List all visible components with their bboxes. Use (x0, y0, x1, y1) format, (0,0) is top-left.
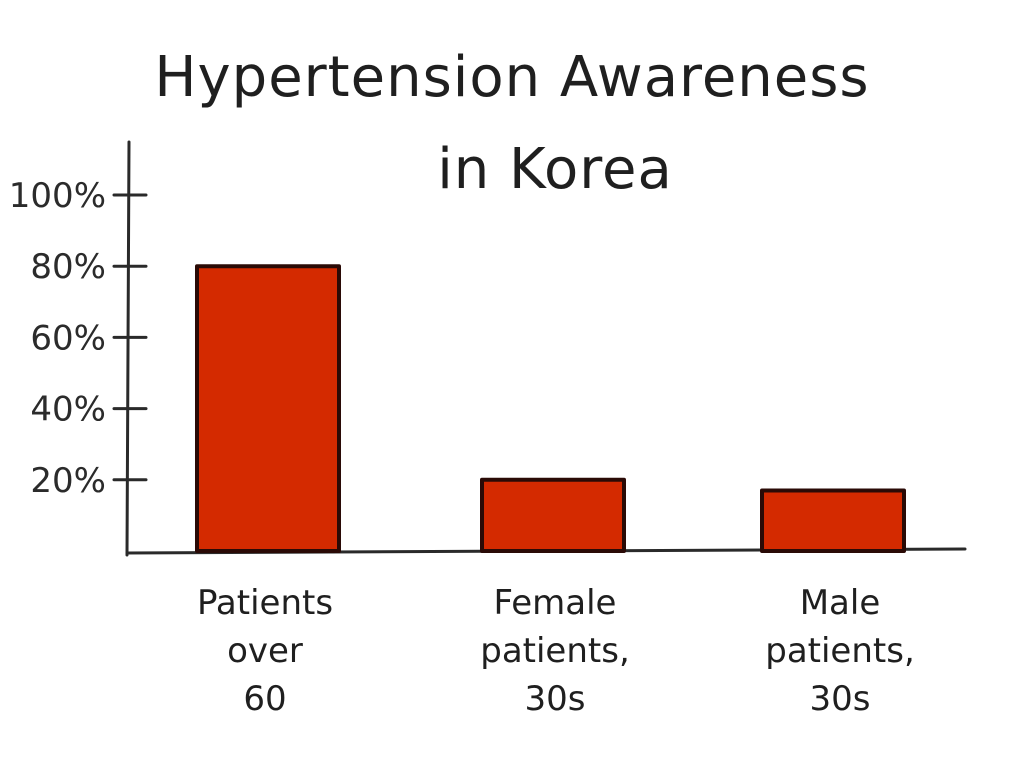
x-category-label-line: patients, (480, 631, 630, 671)
chart-title-line-2: in Korea (437, 137, 673, 202)
chart-title-line-1: Hypertension Awareness (154, 45, 869, 110)
x-category-label: Patients over 60 (197, 583, 333, 719)
x-category-label-line: patients, (765, 631, 915, 671)
x-category-label: Male patients, 30s (765, 583, 915, 719)
x-category-label: Female patients, 30s (480, 583, 630, 719)
x-category-label-line: 60 (243, 679, 286, 719)
x-category-label-line: over (227, 631, 303, 671)
x-category-label-line: Male (800, 583, 881, 623)
y-tick-label: 100% (9, 176, 106, 216)
y-tick-label: 20% (30, 461, 106, 501)
x-category-label-line: 30s (525, 679, 586, 719)
y-tick-label: 80% (30, 247, 106, 287)
bar (480, 477, 626, 553)
x-category-label-line: Patients (197, 583, 333, 623)
chart-title: Hypertension Awareness in Korea (154, 45, 869, 202)
y-tick-label: 60% (30, 318, 106, 358)
y-tick-label: 40% (30, 390, 106, 430)
bar (195, 264, 341, 553)
x-category-label-line: 30s (810, 679, 871, 719)
y-axis (125, 140, 131, 557)
x-category-label-line: Female (494, 583, 617, 623)
bar (760, 488, 906, 554)
bars (195, 264, 906, 554)
y-ticks: 20% 40% 60% 80% 100% (9, 176, 148, 501)
category-labels: Patients over 60 Female patients, 30s Male pati… (197, 583, 915, 719)
